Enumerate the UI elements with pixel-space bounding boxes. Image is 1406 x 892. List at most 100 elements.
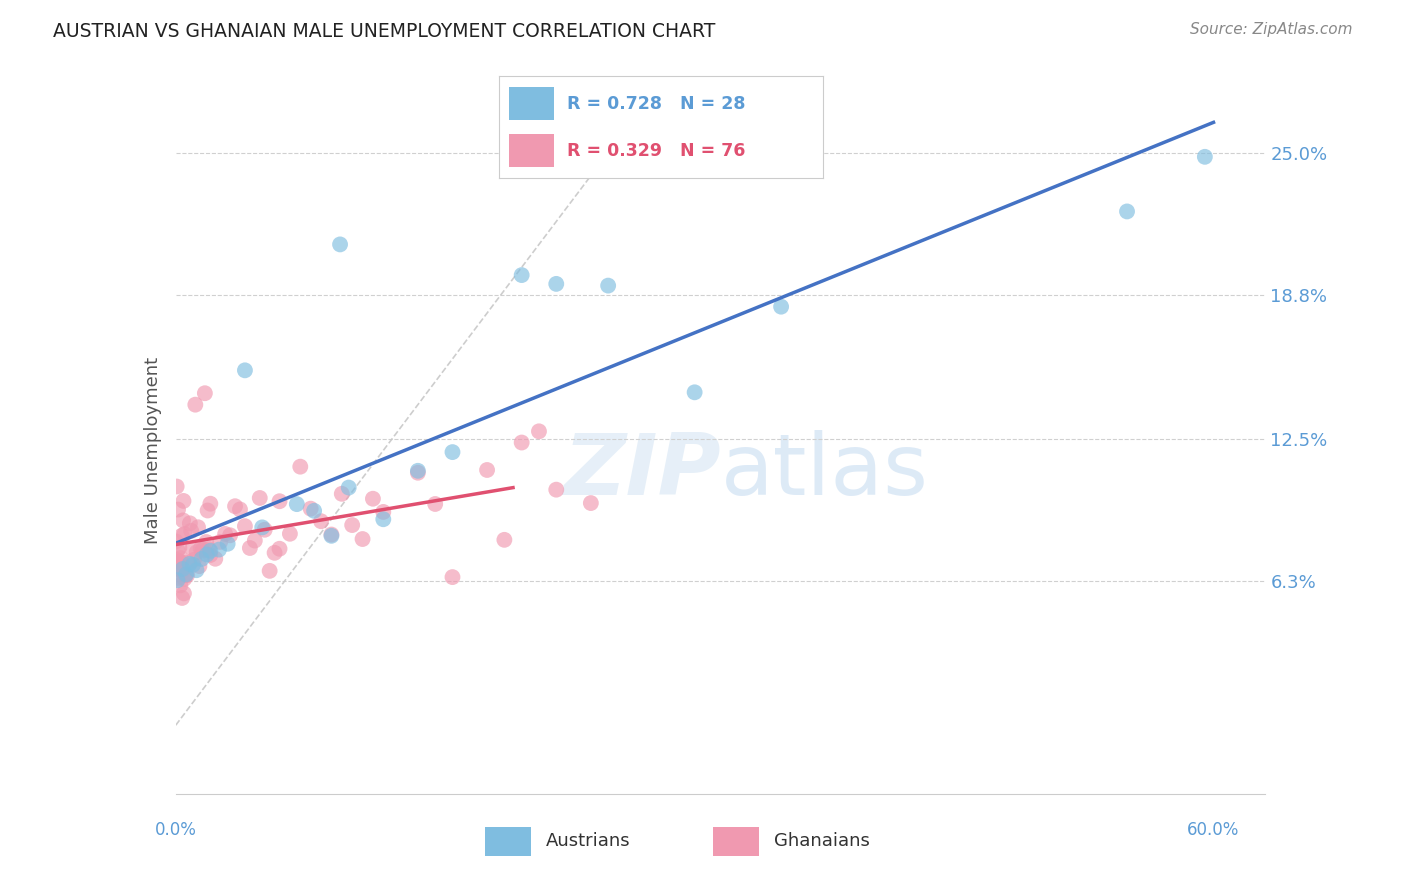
Point (166, 553, 188, 567)
Point (166, 543, 188, 558)
Point (167, 571, 190, 585)
Point (233, 519, 256, 533)
Point (425, 497, 447, 511)
Point (219, 528, 242, 542)
Point (233, 363, 256, 377)
Text: R = 0.728   N = 28: R = 0.728 N = 28 (567, 95, 745, 112)
Point (195, 548, 218, 562)
Point (770, 300, 793, 314)
Point (165, 556, 187, 570)
Point (527, 425, 550, 439)
Point (330, 487, 353, 501)
Point (200, 544, 222, 558)
Point (441, 445, 464, 459)
Point (172, 565, 194, 579)
Point (278, 526, 301, 541)
Point (406, 464, 429, 478)
Point (406, 466, 429, 480)
Point (239, 541, 262, 555)
Point (173, 586, 195, 600)
Point (249, 491, 271, 505)
Point (209, 534, 232, 549)
Text: Austrians: Austrians (546, 831, 631, 850)
Point (173, 494, 195, 508)
Point (181, 558, 204, 572)
Point (217, 537, 239, 551)
Point (166, 479, 188, 493)
Point (166, 574, 188, 588)
Point (229, 502, 252, 516)
Point (299, 501, 322, 516)
Point (172, 513, 194, 527)
Text: atlas: atlas (721, 430, 928, 513)
Point (1116, 204, 1139, 219)
Point (174, 568, 197, 582)
Text: ZIP: ZIP (562, 430, 721, 513)
Point (198, 542, 221, 557)
Point (243, 533, 266, 548)
Text: AUSTRIAN VS GHANAIAN MALE UNEMPLOYMENT CORRELATION CHART: AUSTRIAN VS GHANAIAN MALE UNEMPLOYMENT C… (53, 22, 716, 41)
Point (546, 483, 568, 497)
Point (285, 497, 308, 511)
Point (290, 459, 312, 474)
Point (321, 529, 343, 543)
Text: 60.0%: 60.0% (1187, 822, 1240, 839)
Point (252, 520, 274, 534)
Point (546, 277, 568, 291)
Point (329, 237, 352, 252)
Point (302, 504, 325, 518)
Point (170, 555, 193, 569)
Text: 0.0%: 0.0% (155, 822, 197, 839)
Point (172, 562, 194, 576)
Point (173, 527, 195, 541)
Point (1194, 150, 1216, 164)
Point (214, 527, 236, 541)
Point (187, 520, 209, 534)
Point (181, 541, 204, 556)
Point (183, 553, 205, 567)
Point (167, 502, 190, 516)
Point (340, 518, 363, 533)
Point (194, 386, 217, 401)
Point (200, 548, 222, 562)
Point (200, 497, 222, 511)
Text: Ghanaians: Ghanaians (773, 831, 870, 850)
Point (224, 500, 246, 514)
Y-axis label: Male Unemployment: Male Unemployment (143, 357, 162, 544)
Point (179, 557, 201, 571)
Point (494, 533, 516, 547)
Point (188, 559, 211, 574)
Point (191, 544, 214, 558)
Point (197, 503, 219, 517)
Point (186, 545, 208, 559)
Point (165, 534, 187, 549)
Point (259, 564, 281, 578)
Bar (713, 827, 759, 856)
Point (169, 555, 191, 569)
Point (170, 551, 193, 566)
Text: R = 0.329   N = 76: R = 0.329 N = 76 (567, 142, 745, 160)
Point (179, 516, 201, 531)
Point (337, 481, 360, 495)
Point (184, 398, 207, 412)
Point (169, 578, 191, 592)
Bar (509, 87, 554, 120)
Point (186, 563, 208, 577)
Point (373, 512, 395, 526)
Point (174, 567, 197, 582)
Point (683, 385, 706, 400)
Point (321, 527, 343, 541)
Point (177, 556, 200, 570)
Text: Source: ZipAtlas.com: Source: ZipAtlas.com (1189, 22, 1353, 37)
Point (170, 529, 193, 543)
Point (269, 541, 291, 556)
Point (190, 552, 212, 566)
Point (269, 494, 291, 508)
Point (180, 524, 202, 538)
Point (441, 570, 464, 584)
Point (172, 591, 194, 605)
Point (190, 541, 212, 556)
Point (253, 523, 276, 537)
Point (173, 572, 195, 586)
Point (176, 568, 198, 582)
